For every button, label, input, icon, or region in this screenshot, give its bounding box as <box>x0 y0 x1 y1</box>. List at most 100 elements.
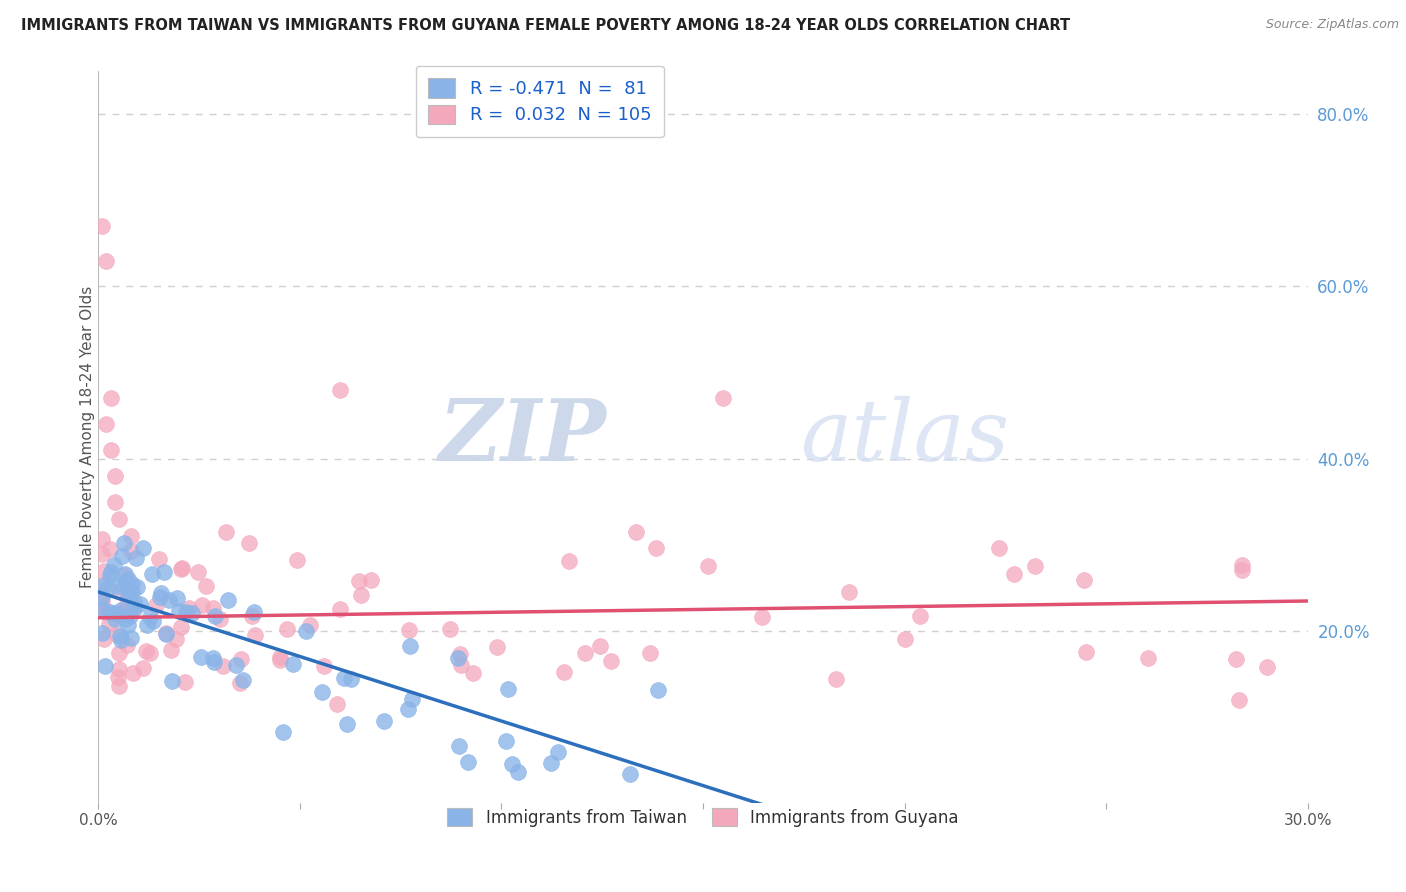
Point <box>329 383 352 397</box>
Point <box>269 649 291 664</box>
Point <box>447 651 470 665</box>
Point <box>96 253 118 268</box>
Point <box>485 640 508 654</box>
Point <box>157 593 180 607</box>
Point <box>98 542 121 557</box>
Point <box>115 599 138 614</box>
Point <box>1024 559 1046 574</box>
Point <box>212 659 235 673</box>
Point <box>204 656 226 670</box>
Point <box>457 755 479 769</box>
Point <box>191 598 214 612</box>
Point <box>574 647 596 661</box>
Point <box>120 631 142 645</box>
Point <box>110 603 132 617</box>
Point <box>463 666 485 681</box>
Point <box>103 606 125 620</box>
Point <box>449 647 471 661</box>
Point <box>155 626 177 640</box>
Point <box>108 606 131 620</box>
Point <box>217 593 239 607</box>
Point <box>240 608 263 623</box>
Point <box>298 618 321 632</box>
Point <box>128 597 150 611</box>
Point <box>160 673 183 688</box>
Point <box>108 647 131 661</box>
Point <box>117 588 139 602</box>
Point <box>155 625 177 640</box>
Point <box>112 536 135 550</box>
Point <box>751 610 773 624</box>
Point <box>97 582 120 596</box>
Point <box>647 682 669 697</box>
Point <box>118 583 141 598</box>
Point <box>204 608 226 623</box>
Point <box>283 657 305 671</box>
Point <box>547 745 569 759</box>
Point <box>118 609 141 624</box>
Point <box>838 585 860 599</box>
Point <box>159 642 181 657</box>
Point <box>229 651 252 665</box>
Point <box>91 532 114 546</box>
Point <box>501 756 523 771</box>
Point <box>100 392 122 406</box>
Point <box>449 739 471 753</box>
Point <box>122 665 145 680</box>
Point <box>121 585 143 599</box>
Point <box>215 525 238 540</box>
Point <box>180 606 202 620</box>
Point <box>105 579 128 593</box>
Point <box>121 602 143 616</box>
Point <box>329 601 352 615</box>
Point <box>117 572 139 586</box>
Point <box>396 702 419 716</box>
Point <box>91 585 114 599</box>
Point <box>100 565 122 579</box>
Point <box>145 598 167 612</box>
Point <box>91 601 114 615</box>
Point <box>553 665 575 679</box>
Point <box>91 595 114 609</box>
Point <box>172 560 194 574</box>
Text: IMMIGRANTS FROM TAIWAN VS IMMIGRANTS FROM GUYANA FEMALE POVERTY AMONG 18-24 YEAR: IMMIGRANTS FROM TAIWAN VS IMMIGRANTS FRO… <box>21 18 1070 33</box>
Point <box>115 574 138 588</box>
Point <box>94 605 117 619</box>
Point <box>100 442 122 457</box>
Point <box>336 716 359 731</box>
Point <box>190 650 212 665</box>
Point <box>228 675 250 690</box>
Point <box>1074 645 1097 659</box>
Point <box>347 574 370 588</box>
Point <box>350 588 373 602</box>
Point <box>187 565 209 579</box>
Point <box>98 567 121 582</box>
Point <box>1227 693 1250 707</box>
Point <box>638 646 661 660</box>
Point <box>225 657 247 672</box>
Point <box>295 624 318 638</box>
Point <box>91 219 114 234</box>
Point <box>165 632 187 647</box>
Point <box>122 594 145 608</box>
Point <box>326 697 349 711</box>
Point <box>170 562 193 576</box>
Point <box>91 579 114 593</box>
Point <box>107 680 129 694</box>
Point <box>103 558 125 573</box>
Legend: Immigrants from Taiwan, Immigrants from Guyana: Immigrants from Taiwan, Immigrants from … <box>436 797 970 838</box>
Text: ZIP: ZIP <box>439 395 606 479</box>
Point <box>91 547 114 561</box>
Point <box>170 620 193 634</box>
Point <box>285 553 308 567</box>
Point <box>110 633 132 648</box>
Point <box>110 629 132 643</box>
Point <box>600 654 623 668</box>
Point <box>245 628 267 642</box>
Point <box>450 657 472 672</box>
Point <box>91 590 114 604</box>
Point <box>115 638 138 652</box>
Point <box>1225 652 1247 666</box>
Point <box>825 672 848 686</box>
Point <box>276 622 298 636</box>
